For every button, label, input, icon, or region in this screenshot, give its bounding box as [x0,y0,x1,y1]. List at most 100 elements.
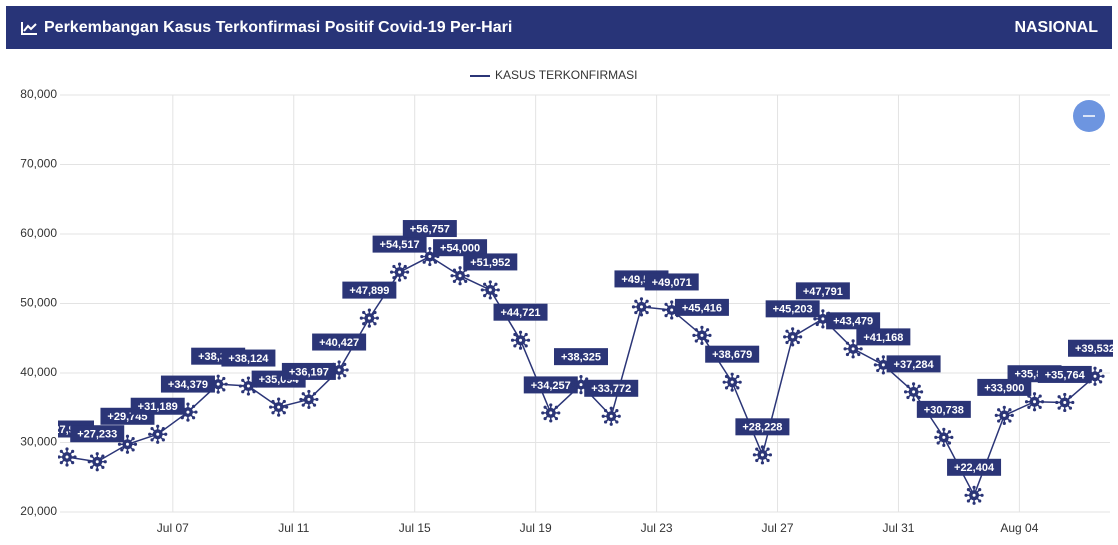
marker-tip [917,395,921,400]
marker-tip [857,352,861,357]
marker-tip [845,352,850,357]
marker-tip [452,268,457,272]
marker-tip [722,380,726,384]
marker-tip [815,311,819,315]
marker-tip [117,442,122,446]
marker-tip [950,435,954,439]
marker-spot [670,308,674,312]
point-marker [389,262,410,282]
marker-tip [337,376,341,380]
data-label-box [160,375,215,393]
marker-tip [483,282,487,286]
marker-tip [164,432,168,436]
marker-tip [337,360,341,364]
marker-tip [494,293,498,298]
marker-tip [609,406,613,410]
marker-tip [252,390,256,394]
marker-tip [815,322,819,327]
marker-tip [343,362,347,366]
marker-tip [307,405,311,410]
data-label-box [342,281,397,299]
marker-tip [87,460,91,464]
data-label: +45,416 [682,302,722,314]
marker-tip [375,316,379,320]
marker-tip [1027,405,1031,409]
data-label-box [705,345,760,363]
point-marker [994,405,1014,425]
marker-tip [821,325,825,329]
data-label-box [281,362,336,380]
point-marker [722,372,742,392]
marker-tip [156,440,160,444]
marker-spot [519,338,523,342]
header-title: Perkembangan Kasus Terkonfirmasi Positif… [44,18,513,36]
marker-tip [65,463,69,467]
marker-tip [1101,374,1105,378]
marker-tip [210,376,215,381]
marker-tip [191,416,196,420]
marker-tip [876,368,880,373]
marker-tip [1085,374,1089,378]
marker-tip [730,388,734,392]
marker-tip [1024,400,1029,404]
marker-tip [59,449,63,453]
marker-tip [859,347,863,351]
marker-tip [131,448,135,452]
marker-tip [997,408,1001,412]
marker-tip [464,279,468,283]
point-marker [1055,392,1075,413]
data-label-box [433,239,488,257]
data-label: +38,325 [561,352,601,364]
marker-tip [919,390,924,394]
marker-tip [997,419,1001,423]
marker-tip [980,493,984,497]
marker-tip [282,399,286,404]
point-marker [359,308,379,328]
marker-tip [724,386,729,390]
marker-tip [670,316,674,320]
y-tick-label: 20,000 [20,504,57,518]
marker-tip [662,308,666,312]
marker-tip [392,276,396,280]
legend-label: KASUS TERKONFIRMASI [495,68,637,82]
marker-tip [367,324,371,328]
marker-tip [541,411,545,415]
data-label-box [644,273,699,291]
marker-tip [1071,400,1075,405]
marker-tip [752,453,757,457]
marker-tip [911,398,916,402]
marker-tip [557,411,561,415]
marker-tip [1008,419,1012,423]
marker-spot [337,368,341,372]
marker-tip [942,443,946,447]
marker-tip [362,322,366,326]
marker-tip [664,302,668,306]
y-tick-label: 70,000 [20,157,57,171]
marker-tip [494,282,498,286]
marker-tip [180,416,184,420]
marker-tip [873,363,877,367]
header-scope: NASIONAL [1014,18,1098,36]
marker-tip [222,388,226,392]
marker-tip [760,445,765,449]
marker-tip [180,404,184,409]
marker-tip [571,383,575,387]
data-label-box [947,458,1002,476]
marker-tip [736,374,740,379]
marker-tip [518,330,523,334]
marker-tip [450,274,454,278]
point-marker [964,485,984,505]
marker-tip [603,409,608,413]
marker-tip [194,410,198,414]
marker-tip [821,309,825,313]
point-marker [208,374,228,394]
data-label-box [674,298,729,316]
marker-tip [942,427,946,431]
marker-tip [936,441,940,445]
marker-spot [95,460,99,464]
point-marker [299,389,319,410]
marker-tip [150,438,154,442]
data-label: +33,772 [591,383,631,395]
data-label-box [312,333,367,351]
marker-tip [799,335,803,339]
